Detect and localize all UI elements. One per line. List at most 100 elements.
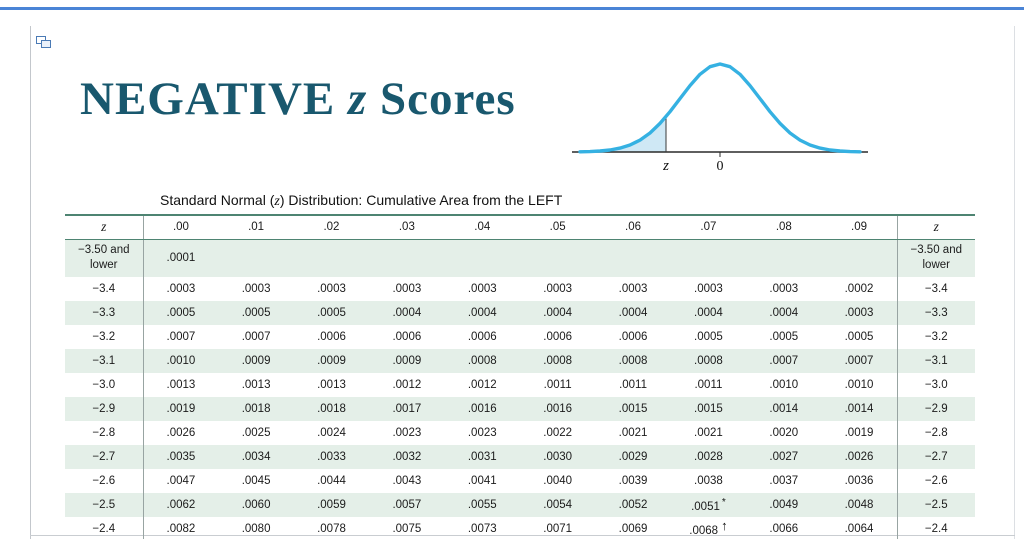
table-cell: .0002: [844, 283, 874, 295]
table-row: −3.0 .0013 .0013 .0013 .0012 .0012 .0011 .0011.…: [65, 373, 975, 397]
table-cell: [746, 239, 821, 277]
bell-curve-line: [578, 62, 862, 154]
table-cell: .0019: [844, 427, 874, 439]
normal-curve-figure: z 0: [570, 44, 870, 176]
table-cell: .0026: [844, 451, 874, 463]
up-arrow-marker: ↑: [721, 517, 728, 533]
table-cell: .0014: [844, 403, 874, 415]
table-cell: [294, 239, 369, 277]
caption-z: z: [274, 194, 280, 209]
table-cell: .0080: [241, 523, 271, 535]
table-cell: .0012: [392, 379, 422, 391]
column-header: .05: [519, 214, 596, 240]
table-cell: .0011: [543, 379, 572, 391]
table-cell: .0031: [467, 451, 497, 463]
table-cell: .0057: [392, 499, 422, 511]
table-cell: .0015: [618, 403, 648, 415]
row-header-left: −3.0: [65, 373, 144, 397]
table-cell: .0040: [543, 475, 573, 487]
table-cell: [218, 239, 293, 277]
table-row: −2.6 .0047 .0045 .0044 .0043 .0041 .0040 .0039.…: [65, 469, 975, 493]
table-cell: .0047: [166, 475, 196, 487]
zero-axis-label: 0: [717, 159, 724, 174]
table-cell: .0043: [392, 475, 422, 487]
table-cell: .0013: [317, 379, 346, 391]
table-cell: .0064: [844, 523, 874, 535]
top-divider: [0, 7, 1024, 10]
table-cell: .0004: [769, 307, 799, 319]
table-cell: .0023: [392, 427, 422, 439]
table-cell: .0024: [317, 427, 346, 439]
row-header-right: −2.6: [896, 469, 975, 493]
table-cell: .0011: [619, 379, 647, 391]
column-header: z: [65, 214, 144, 240]
table-cell: .0078: [317, 523, 346, 535]
row-header-right: −2.9: [896, 397, 975, 421]
row-header-right: −2.8: [896, 421, 975, 445]
table-cell: .0004: [694, 307, 723, 319]
row-header-left: −2.7: [65, 445, 144, 469]
table-cell: .0008: [467, 355, 497, 367]
table-row: −2.9 .0019 .0018 .0018 .0017 .0016 .0016 .0015.…: [65, 397, 975, 421]
table-cell: .0069: [618, 523, 648, 535]
table-cell: .0029: [618, 451, 648, 463]
row-header-left: −2.5: [65, 493, 144, 517]
table-cell: .0006: [392, 331, 422, 343]
copy-page-icon[interactable]: [36, 36, 52, 49]
left-page-border: [30, 26, 31, 539]
table-cell: [520, 239, 595, 277]
table-cell: .0016: [467, 403, 497, 415]
caption-post: ) Distribution: Cumulative Area from the…: [279, 192, 563, 208]
table-cell: .0075: [392, 523, 422, 535]
table-cell: .0010: [844, 379, 874, 391]
table-cell: .0003: [769, 283, 799, 295]
table-cell: .0005: [844, 331, 874, 343]
column-header: .07: [670, 214, 747, 240]
page-title: NEGATIVE z Scores: [80, 72, 516, 126]
table-cell: .0022: [543, 427, 573, 439]
table-cell: .0005: [317, 307, 346, 319]
row-header-left: −3.2: [65, 325, 144, 349]
table-cell: .0009: [317, 355, 346, 367]
table-cell: .0045: [241, 475, 271, 487]
table-cell: .0018: [317, 403, 346, 415]
title-z: z: [347, 73, 368, 125]
table-cell: .0030: [543, 451, 573, 463]
table-cell: .0008: [543, 355, 573, 367]
table-cell: .0021: [694, 427, 723, 439]
table-cell: .0049: [769, 499, 799, 511]
table-cell: .0048: [844, 499, 874, 511]
table-cell: .0003: [467, 283, 497, 295]
table-cell: .0006: [543, 331, 573, 343]
row-header-right: −3.2: [896, 325, 975, 349]
caption-pre: Standard Normal (: [160, 192, 275, 208]
table-cell: .0026: [166, 427, 196, 439]
table-cell: .0003: [241, 283, 271, 295]
table-cell: .0060: [241, 499, 271, 511]
column-header: .08: [746, 214, 822, 240]
table-cell: .0001: [166, 252, 196, 265]
table-row: −2.4 .0082 .0080 .0078 .0075 .0073 .0071 .0069.…: [65, 517, 975, 539]
table-cell: [822, 239, 897, 277]
table-cell: .0006: [317, 331, 346, 343]
table-row: −2.7 .0035 .0034 .0033 .0032 .0031 .0030 .0029.…: [65, 445, 975, 469]
table-cell: [595, 239, 670, 277]
column-header: .06: [595, 214, 671, 240]
z-table: z .00.01.02.03.04.05.06.07.08.09 z −3.50 a…: [65, 214, 975, 539]
table-cell: .0071: [543, 523, 573, 535]
table-cell: .0020: [769, 427, 799, 439]
table-cell: .0073: [467, 523, 497, 535]
table-cell: .0004: [618, 307, 648, 319]
table-cell: .0023: [467, 427, 497, 439]
table-cell: .0003: [618, 283, 648, 295]
column-header: .01: [218, 214, 294, 240]
table-cell: .0004: [543, 307, 573, 319]
column-header: .03: [369, 214, 445, 240]
table-cell: .0005: [241, 307, 271, 319]
table-body: −3.50 and lower .0001 −3.50 and lower −3.4.…: [65, 239, 975, 539]
table-cell: .0059: [317, 499, 346, 511]
table-cell: .0004: [392, 307, 422, 319]
table-cell: .0003: [392, 283, 422, 295]
table-cell: .0017: [392, 403, 422, 415]
